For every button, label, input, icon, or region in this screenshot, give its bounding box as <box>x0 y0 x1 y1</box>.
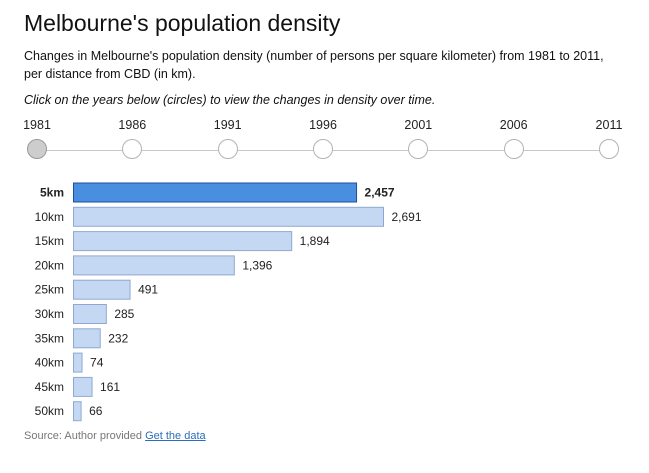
bar-5km[interactable] <box>73 182 358 203</box>
bar-45km[interactable] <box>73 376 93 397</box>
category-label: 20km <box>35 258 64 272</box>
year-dot-1991[interactable] <box>217 139 238 159</box>
year-label-2006: 2006 <box>499 118 528 132</box>
category-label: 45km <box>35 380 64 394</box>
get-data-link[interactable]: Get the data <box>145 430 206 442</box>
category-label: 30km <box>35 307 64 321</box>
bar-50km[interactable] <box>73 401 82 422</box>
year-dot-1996[interactable] <box>313 139 333 159</box>
value-label: 66 <box>89 404 103 418</box>
bar-10km[interactable] <box>73 206 384 227</box>
value-label: 2,457 <box>365 186 395 200</box>
bar-40km[interactable] <box>73 352 83 373</box>
year-dot-1986[interactable] <box>122 139 143 159</box>
source-text: Source: Author provided <box>24 430 143 442</box>
category-label: 50km <box>35 404 64 418</box>
value-label: 161 <box>100 380 120 394</box>
value-label: 285 <box>114 307 134 321</box>
year-label-1991: 1991 <box>213 118 242 132</box>
year-dot-2006[interactable] <box>503 139 524 159</box>
year-dot-1981[interactable] <box>27 139 47 159</box>
category-label: 40km <box>35 356 64 370</box>
bar-20km[interactable] <box>73 255 235 276</box>
year-label-1986: 1986 <box>118 118 147 132</box>
year-dot-2001[interactable] <box>408 139 429 159</box>
value-label: 491 <box>138 283 158 297</box>
value-label: 232 <box>108 331 128 345</box>
instruction-text: Click on the years below (circles) to vi… <box>24 93 436 107</box>
year-dot-2011[interactable] <box>599 139 619 159</box>
year-label-1981: 1981 <box>23 118 51 132</box>
category-label: 5km <box>40 186 64 200</box>
year-label-2001: 2001 <box>404 118 433 132</box>
value-label: 2,691 <box>392 210 422 224</box>
category-label: 25km <box>35 283 64 297</box>
bar-15km[interactable] <box>73 231 293 252</box>
bar-30km[interactable] <box>73 304 107 324</box>
category-label: 35km <box>35 331 64 345</box>
value-label: 1,894 <box>300 234 330 248</box>
bar-35km[interactable] <box>73 328 101 349</box>
value-label: 74 <box>90 356 104 370</box>
density-bar-chart: 5km 2,457 10km 2,691 15km 1,894 20km 1,396 25km 4… <box>35 182 422 422</box>
chart-subtitle: Changes in Melbourne's population densit… <box>24 49 604 81</box>
value-label: 1,396 <box>242 258 272 272</box>
page-title: Melbourne's population density <box>24 10 341 36</box>
year-label-2011: 2011 <box>595 118 623 132</box>
category-label: 15km <box>35 234 64 248</box>
category-label: 10km <box>35 210 64 224</box>
bar-25km[interactable] <box>73 279 131 300</box>
source-note: Source: Author provided Get the data <box>24 430 206 442</box>
year-label-1996: 1996 <box>309 118 337 132</box>
